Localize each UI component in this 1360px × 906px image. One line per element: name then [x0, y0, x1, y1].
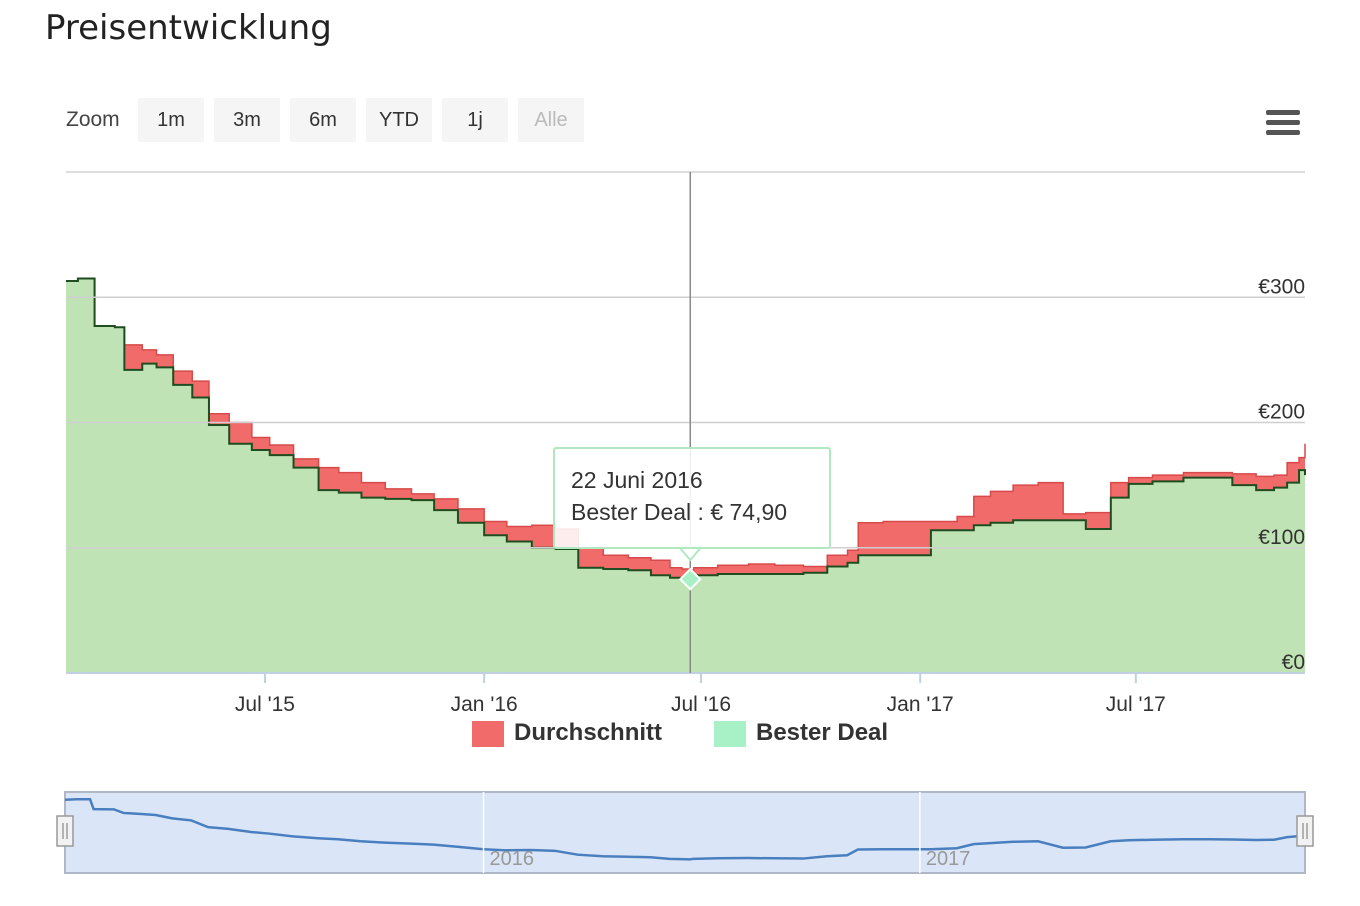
page-title: Preisentwicklung — [45, 8, 332, 48]
series-line-bester-deal — [66, 277, 1306, 581]
y-tick-label-100: €100 — [1258, 526, 1305, 549]
zoom-1m-button[interactable]: 1m — [138, 98, 204, 142]
legend-swatch-bester-deal — [714, 721, 746, 747]
x-tick-label-0: Jul '15 — [235, 693, 295, 716]
tooltip-value: Bester Deal : € 74,90 — [571, 499, 788, 525]
y-tick-label-200: €200 — [1258, 401, 1305, 424]
legend-item-durchschnitt[interactable]: Durchschnitt — [472, 718, 682, 750]
tooltip: 22 Juni 2016 Bester Deal : € 74,90 — [553, 447, 831, 549]
zoom-1j-button[interactable]: 1j — [442, 98, 508, 142]
highlight-point-marker — [678, 567, 702, 591]
navigator-handle-left[interactable] — [56, 815, 74, 847]
y-tick-label-300: €300 — [1258, 275, 1305, 298]
tooltip-date: 22 Juni 2016 — [571, 467, 703, 493]
navigator-year-label-1: 2017 — [926, 848, 971, 870]
legend-label-bester-deal: Bester Deal — [756, 719, 889, 746]
legend: Durchschnitt Bester Deal — [0, 718, 1360, 750]
series-area-bester-deal — [66, 278, 1305, 673]
navigator-year-label-0: 2016 — [490, 848, 535, 870]
navigator-series-line — [64, 798, 1306, 861]
zoom-label: Zoom — [66, 108, 120, 131]
hamburger-menu-icon[interactable] — [1262, 104, 1304, 142]
zoom-ytd-button[interactable]: YTD — [366, 98, 432, 142]
legend-swatch-durchschnitt — [472, 721, 504, 747]
legend-label-durchschnitt: Durchschnitt — [514, 719, 663, 746]
x-tick-label-2: Jul '16 — [671, 693, 731, 716]
x-tick-label-3: Jan '17 — [887, 693, 954, 716]
legend-item-bester-deal[interactable]: Bester Deal — [714, 718, 914, 750]
zoom-6m-button[interactable]: 6m — [290, 98, 356, 142]
x-tick-label-1: Jan '16 — [451, 693, 518, 716]
navigator-handle-right[interactable] — [1296, 815, 1314, 847]
x-tick-label-4: Jul '17 — [1106, 693, 1166, 716]
y-tick-label-0: €0 — [1282, 651, 1305, 674]
zoom-3m-button[interactable]: 3m — [214, 98, 280, 142]
zoom-alle-button[interactable]: Alle — [518, 98, 584, 142]
